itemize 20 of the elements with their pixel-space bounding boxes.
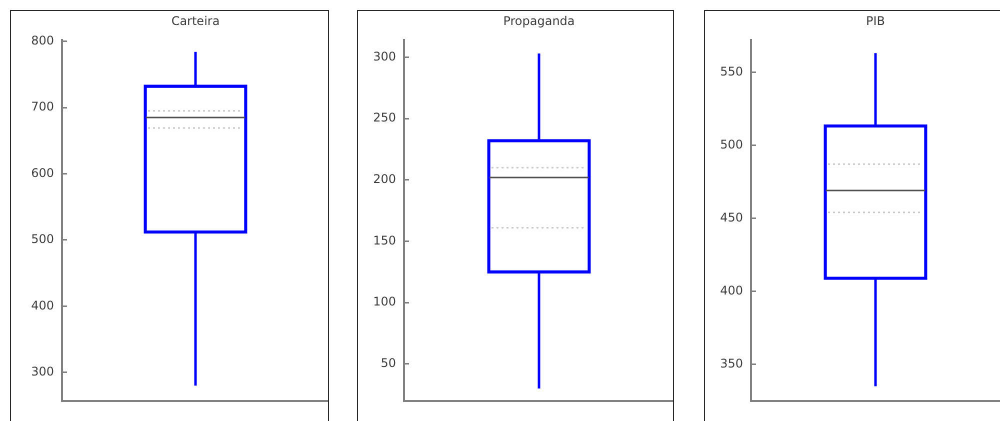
y-tick-label: 400 [31, 298, 54, 312]
y-tick-label: 400 [720, 283, 743, 298]
chart-title: PIB [864, 14, 886, 28]
y-tick-label: 350 [720, 356, 743, 370]
y-tick-label: 100 [373, 294, 396, 309]
y-tick-label: 500 [31, 232, 54, 246]
y-tick-label: 500 [720, 137, 743, 152]
y-tick-label: 50 [380, 356, 396, 370]
chart-title: Propaganda [502, 14, 576, 28]
y-tick-label: 800 [31, 33, 54, 48]
y-tick-label: 700 [31, 100, 54, 114]
y-tick-label: 300 [373, 49, 396, 64]
chart-title: Carteira [170, 14, 221, 28]
y-tick-label: 200 [373, 172, 396, 186]
y-tick-label: 450 [720, 210, 743, 224]
y-tick-label: 550 [720, 64, 743, 78]
y-tick-label: 250 [373, 110, 396, 125]
y-tick-label: 600 [31, 166, 54, 180]
y-tick-label: 150 [373, 233, 396, 248]
y-tick-label: 300 [31, 364, 54, 378]
